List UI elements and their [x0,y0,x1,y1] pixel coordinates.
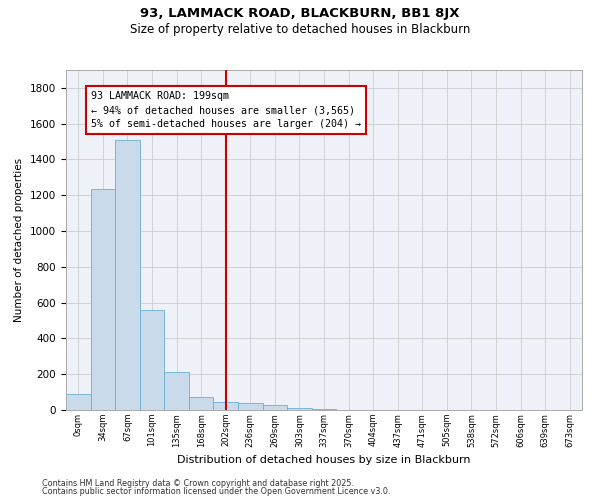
Bar [287,408,312,410]
Text: 93, LAMMACK ROAD, BLACKBURN, BB1 8JX: 93, LAMMACK ROAD, BLACKBURN, BB1 8JX [140,8,460,20]
Bar [214,402,238,410]
Text: 93 LAMMACK ROAD: 199sqm
← 94% of detached houses are smaller (3,565)
5% of semi-: 93 LAMMACK ROAD: 199sqm ← 94% of detache… [91,92,361,130]
Bar [312,409,336,410]
Bar [115,140,140,410]
X-axis label: Distribution of detached houses by size in Blackburn: Distribution of detached houses by size … [177,455,471,465]
Text: Contains HM Land Registry data © Crown copyright and database right 2025.: Contains HM Land Registry data © Crown c… [42,478,354,488]
Bar [189,398,214,410]
Bar [91,189,115,410]
Bar [263,405,287,410]
Bar [66,394,91,410]
Bar [164,372,189,410]
Text: Contains public sector information licensed under the Open Government Licence v3: Contains public sector information licen… [42,487,391,496]
Y-axis label: Number of detached properties: Number of detached properties [14,158,25,322]
Bar [238,403,263,410]
Bar [140,310,164,410]
Text: Size of property relative to detached houses in Blackburn: Size of property relative to detached ho… [130,22,470,36]
